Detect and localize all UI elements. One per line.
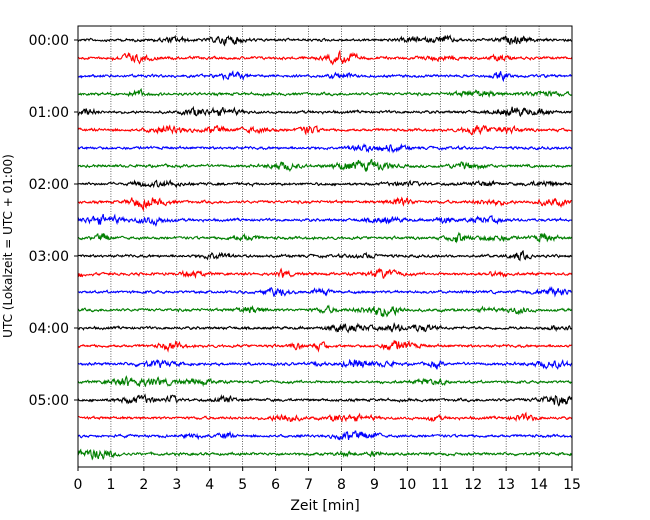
trace-row <box>77 339 573 353</box>
y-tick-label: 05:00 <box>29 393 69 409</box>
y-tick-label: 01:00 <box>29 105 69 121</box>
y-tick-label: 02:00 <box>29 177 69 193</box>
trace-row <box>77 322 573 334</box>
trace-row <box>77 231 573 244</box>
y-tick-label: 03:00 <box>29 249 69 265</box>
x-tick-label: 7 <box>304 477 313 493</box>
x-tick-label: 2 <box>139 477 148 493</box>
trace-row <box>77 124 573 136</box>
x-tick-label: 6 <box>271 477 280 493</box>
trace-row <box>77 267 573 280</box>
x-tick-label: 0 <box>74 477 83 493</box>
x-tick-label: 5 <box>238 477 247 493</box>
trace-row <box>77 34 573 47</box>
trace-row <box>77 142 573 154</box>
y-axis-label: UTC (Lokalzeit = UTC + 01:00) <box>1 154 15 338</box>
trace-row <box>77 70 573 83</box>
trace-row <box>77 286 573 298</box>
x-axis-ticks: 0 1 2 3 4 5 6 7 8 9 10 11 12 13 14 15 <box>74 467 581 493</box>
trace-row <box>77 49 573 66</box>
trace-row <box>77 304 573 318</box>
x-axis-label: Zeit [min] <box>290 498 359 514</box>
vertical-gridlines <box>110 26 540 467</box>
y-tick-label: 00:00 <box>29 33 69 49</box>
trace-row <box>77 393 573 407</box>
trace-row <box>77 375 573 388</box>
x-tick-label: 4 <box>205 477 214 493</box>
x-tick-label: 1 <box>106 477 115 493</box>
x-tick-label: 10 <box>398 477 416 493</box>
x-tick-label: 13 <box>497 477 515 493</box>
x-tick-label: 8 <box>337 477 346 493</box>
y-axis-ticks: 00:00 01:00 02:00 03:00 04:00 05:00 <box>29 33 78 409</box>
trace-row <box>77 87 573 99</box>
seismic-traces <box>77 34 573 461</box>
x-tick-label: 11 <box>431 477 449 493</box>
trace-row <box>77 448 573 461</box>
x-tick-label: 9 <box>370 477 379 493</box>
x-tick-label: 3 <box>172 477 181 493</box>
trace-row <box>77 158 573 173</box>
trace-row <box>77 105 573 118</box>
x-tick-label: 12 <box>464 477 482 493</box>
trace-row <box>77 213 573 227</box>
trace-row <box>77 196 573 212</box>
x-tick-label: 14 <box>530 477 548 493</box>
trace-row <box>77 430 573 441</box>
plot-frame <box>77 25 573 468</box>
trace-row <box>77 358 573 370</box>
y-tick-label: 04:00 <box>29 321 69 337</box>
x-tick-label: 15 <box>563 477 581 493</box>
trace-row <box>77 179 573 189</box>
trace-row <box>77 250 573 262</box>
trace-row <box>77 411 573 423</box>
